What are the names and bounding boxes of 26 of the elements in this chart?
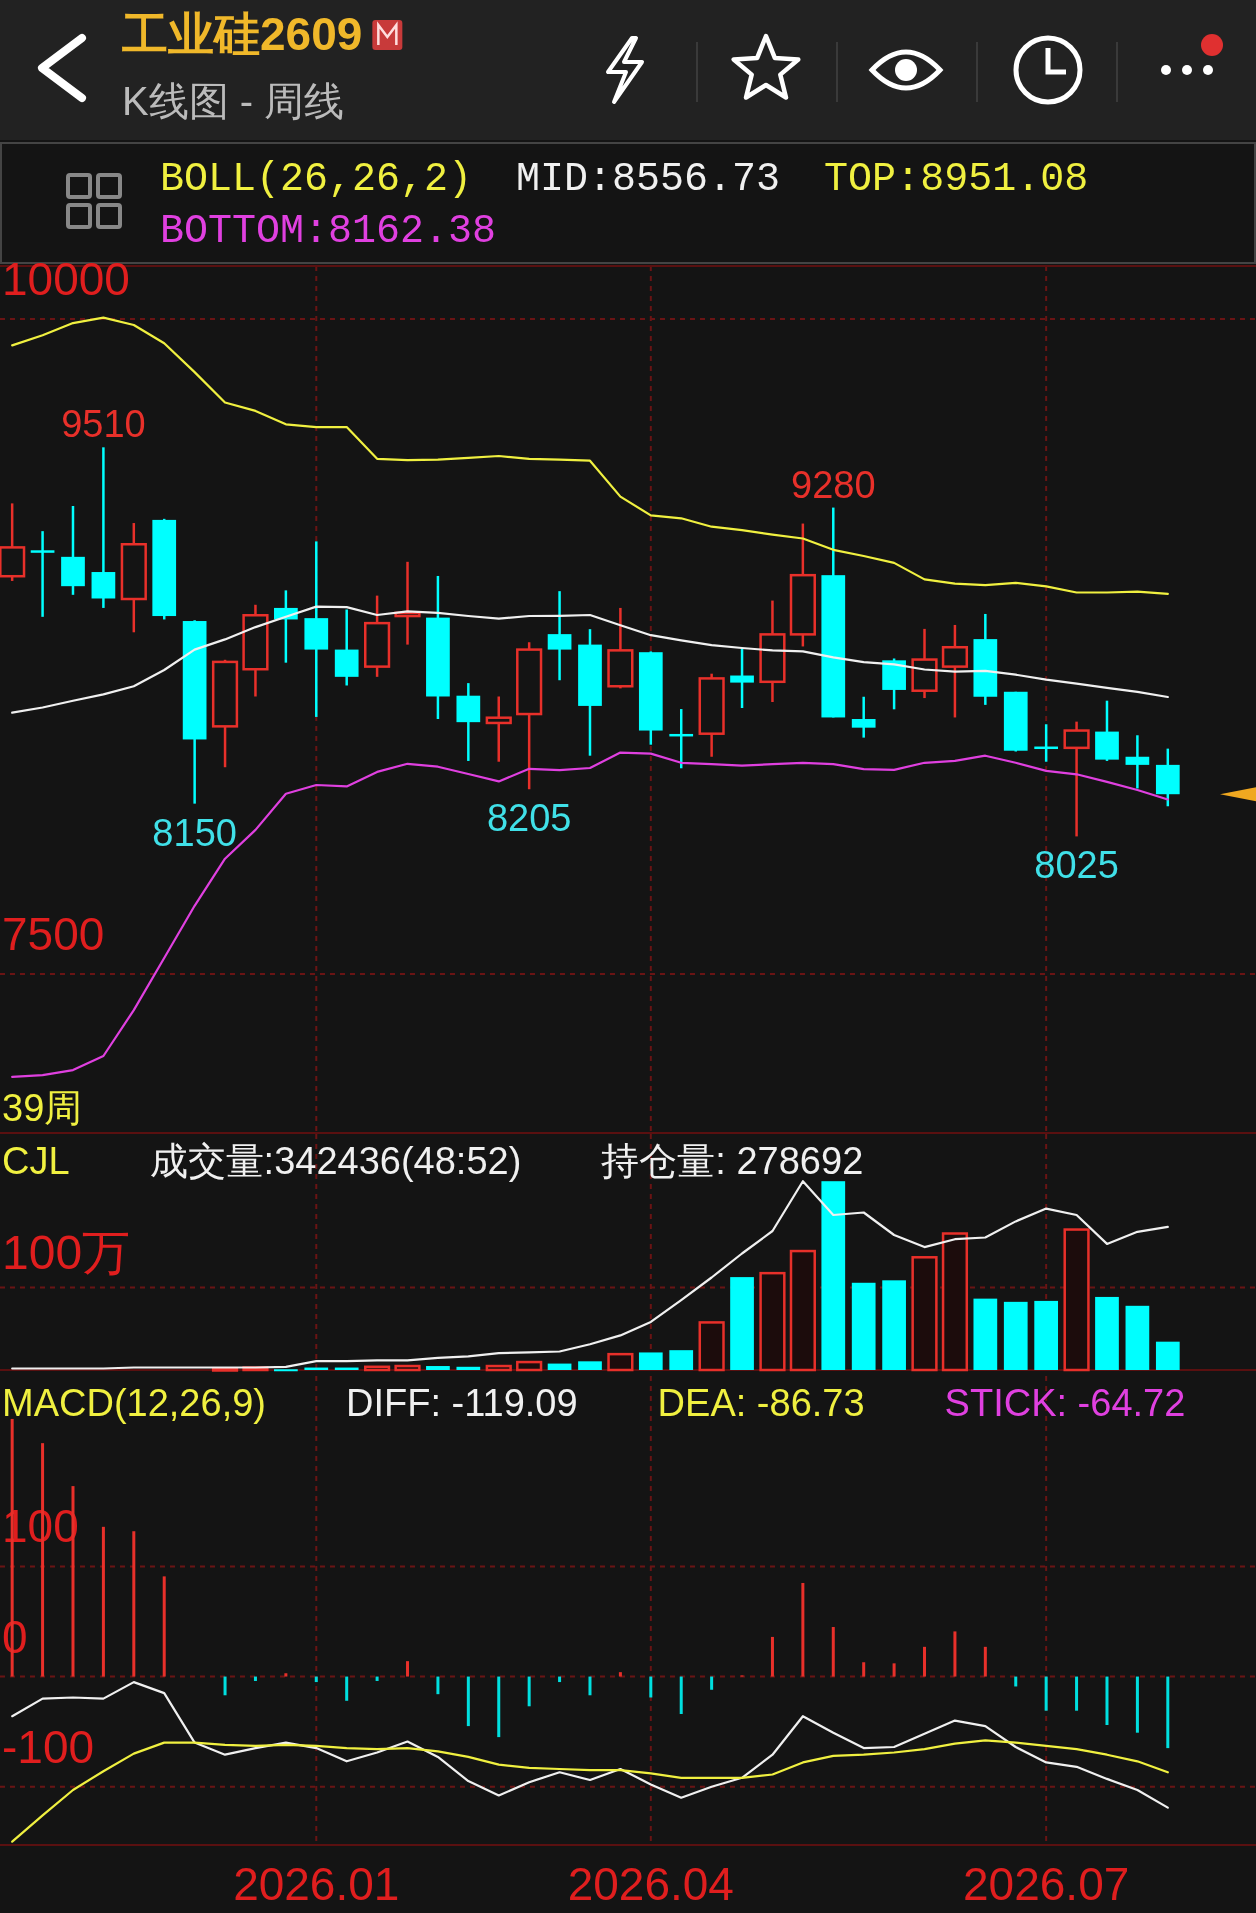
- annotation: 8205: [486, 797, 572, 840]
- y-tick-label: -100: [2, 1720, 95, 1773]
- legend-title: CJL: [2, 1140, 70, 1182]
- annotation: STICK: -64.72: [944, 1382, 1186, 1424]
- annotation: 8150: [152, 811, 237, 854]
- chart-subtitle: K线图 - 周线: [122, 79, 345, 123]
- annotation: 9510: [61, 403, 146, 446]
- annotation: 8025: [1034, 844, 1119, 887]
- chart-title: 工业硅2609: [122, 8, 363, 60]
- text: DEA: -86.73: [657, 1382, 865, 1424]
- text: DIFF: -119.09: [345, 1382, 578, 1424]
- annotation: 39周: [2, 1087, 83, 1129]
- legend-title: BOLL(26,26,2): [160, 157, 473, 202]
- x-tick-label: 2026.04: [567, 1858, 734, 1910]
- x-tick-label: 2026.01: [233, 1858, 400, 1910]
- text: BOTTOM:8162.38: [160, 209, 497, 254]
- y-tick-label: 10000: [2, 252, 130, 305]
- legend-title: MACD(12,26,9): [2, 1382, 266, 1424]
- annotation: 成交量:342436(48:52): [149, 1140, 522, 1182]
- series-label: 持仓量: 278692: [601, 1140, 864, 1182]
- text: MID:8556.73: [516, 157, 781, 202]
- ref-line-label: 100万: [2, 1226, 131, 1280]
- y-tick-label: 7500: [2, 907, 105, 960]
- annotation: 9280: [791, 463, 876, 506]
- x-tick-label: 2026.07: [963, 1858, 1130, 1910]
- text: TOP:8951.08: [824, 157, 1089, 202]
